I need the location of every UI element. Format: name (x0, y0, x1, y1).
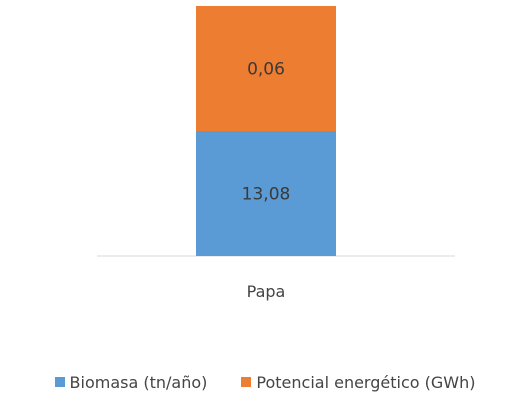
data-label-biomasa: 13,08 (242, 185, 291, 205)
legend: Biomasa (tn/año) Potencial energético (G… (0, 371, 530, 393)
legend-label-biomasa: Biomasa (tn/año) (69, 372, 208, 392)
legend-label-potencial: Potencial energético (GWh) (256, 372, 476, 392)
data-label-potencial: 0,06 (247, 60, 285, 80)
bar-segment-biomasa (196, 131, 336, 256)
legend-item-biomasa: Biomasa (tn/año) (54, 372, 208, 392)
legend-swatch-potencial (241, 377, 252, 387)
legend-item-potencial: Potencial energético (GWh) (241, 373, 475, 392)
bars-group: 13,08 0,06 (196, 6, 336, 256)
category-label-papa: Papa (247, 282, 286, 301)
legend-swatch-biomasa (54, 377, 65, 387)
bar-segment-potencial (196, 6, 336, 131)
chart-plot: 13,08 0,06 Papa (97, 6, 455, 301)
